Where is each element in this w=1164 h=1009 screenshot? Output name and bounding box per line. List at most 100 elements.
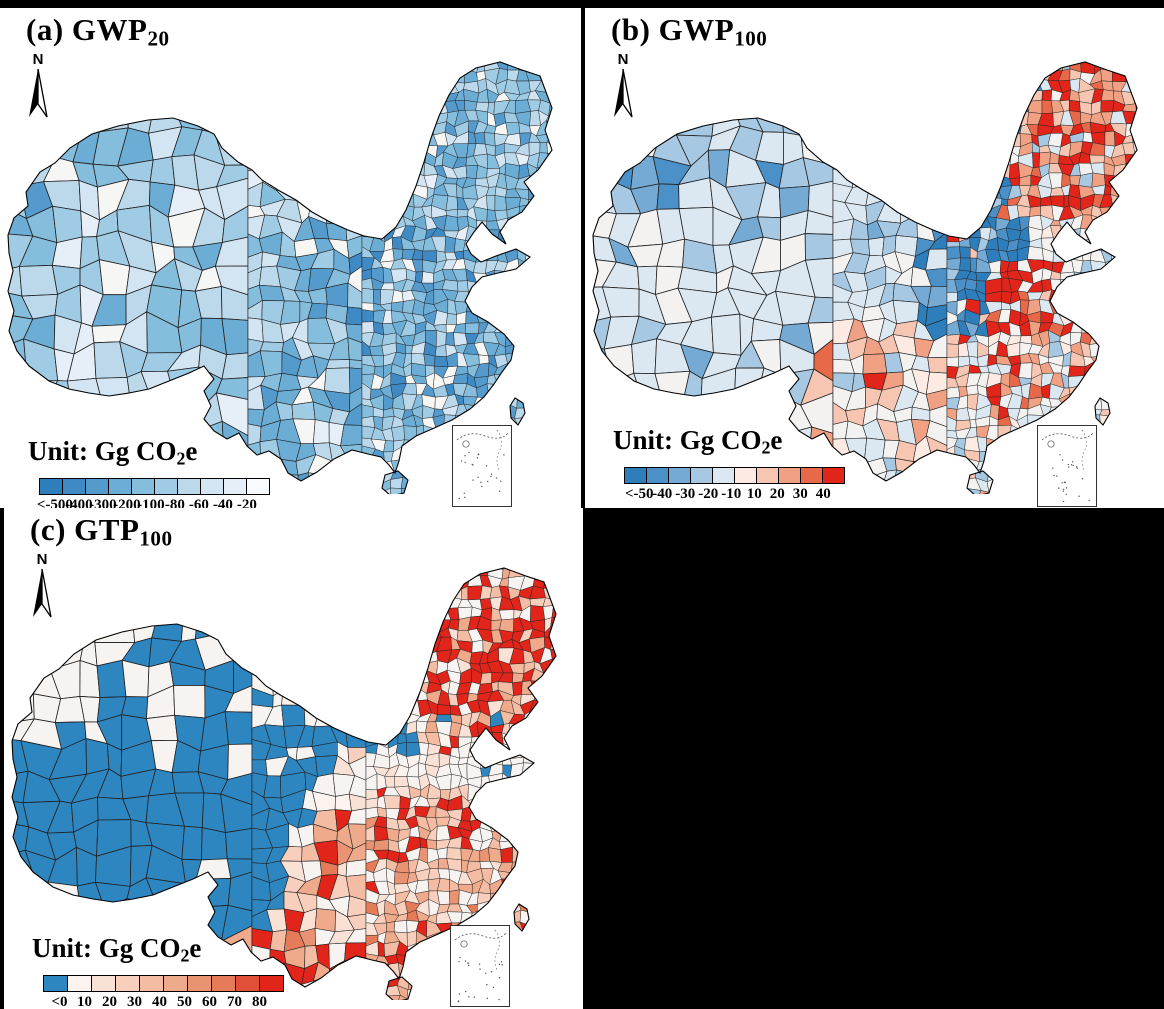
county-cell — [286, 983, 303, 1000]
county-cell — [946, 343, 959, 358]
county-cell — [376, 806, 387, 818]
county-cell — [535, 418, 548, 429]
county-cell — [800, 75, 834, 113]
north-label: N — [36, 551, 48, 568]
county-cell — [1009, 62, 1024, 64]
county-cell — [1072, 279, 1081, 295]
north-arrow-icon — [29, 68, 48, 118]
county-cell — [381, 91, 394, 106]
county-cell — [1112, 372, 1126, 388]
county-cell — [733, 367, 765, 402]
county-cell — [495, 299, 510, 316]
county-cell — [345, 78, 363, 105]
county-cell — [876, 62, 896, 68]
county-cell — [861, 62, 878, 89]
county-cell — [18, 264, 59, 297]
county-cell — [259, 341, 284, 352]
county-cell — [380, 154, 396, 166]
county-cell — [1031, 67, 1042, 82]
county-cell — [1017, 466, 1033, 480]
county-cell — [1017, 457, 1033, 472]
china-outline — [11, 567, 557, 1000]
county-cell — [414, 987, 427, 998]
county-cell — [128, 392, 155, 436]
county-cell — [546, 466, 552, 482]
county-cell — [552, 814, 556, 830]
county-cell — [550, 626, 556, 641]
county-cell — [293, 95, 313, 119]
county-cell — [552, 888, 556, 904]
county-cell — [509, 776, 525, 790]
county-cell — [432, 79, 448, 96]
county-cell — [373, 709, 386, 727]
county-cell — [518, 290, 532, 305]
county-cell — [527, 320, 542, 336]
county-cell — [593, 393, 608, 433]
county-cell — [365, 701, 379, 713]
county-cell — [524, 933, 530, 944]
county-cell — [844, 62, 867, 70]
county-cell — [911, 165, 934, 184]
county-cell — [1133, 489, 1137, 494]
county-cell — [371, 146, 386, 156]
county-cell — [270, 625, 289, 641]
county-cell — [410, 90, 426, 105]
county-cell — [148, 392, 177, 436]
county-cell — [549, 680, 556, 693]
county-cell — [310, 62, 334, 67]
county-cell — [419, 605, 431, 619]
county-cell — [862, 353, 888, 375]
county-cell — [946, 468, 960, 480]
legend-tick: 40 — [815, 486, 831, 503]
county-cell — [500, 846, 513, 863]
county-cell — [1032, 152, 1041, 169]
county-cell — [344, 197, 363, 224]
county-cell — [227, 871, 253, 912]
county-cell — [546, 458, 552, 470]
county-cell — [247, 115, 268, 139]
county-cell — [946, 62, 959, 64]
county-cell — [548, 92, 552, 104]
county-cell — [956, 63, 971, 70]
county-cell — [1113, 363, 1126, 374]
county-cell — [327, 78, 350, 105]
county-cell — [371, 480, 383, 494]
county-cell — [424, 110, 434, 126]
county-cell — [510, 814, 523, 833]
county-cell — [123, 898, 158, 938]
county-cell — [344, 942, 367, 967]
county-cell — [317, 992, 337, 1000]
county-cell — [946, 103, 958, 116]
unit-label-b: Unit: Gg CO2e — [613, 425, 845, 462]
county-cell — [307, 166, 334, 188]
county-cell — [969, 103, 978, 116]
county-cell — [927, 357, 948, 374]
north-label: N — [32, 51, 44, 68]
county-cell — [551, 796, 556, 809]
county-cell — [393, 660, 411, 675]
county-cell — [426, 568, 441, 569]
county-cell — [391, 195, 406, 206]
county-cell — [391, 62, 406, 75]
county-cell — [710, 313, 742, 356]
county-cell — [390, 133, 406, 143]
county-cell — [510, 986, 523, 1000]
county-cell — [800, 102, 834, 136]
county-cell — [519, 986, 536, 996]
county-cell — [1110, 427, 1125, 441]
county-cell — [361, 309, 375, 323]
county-cell — [999, 447, 1013, 461]
county-cell — [530, 290, 540, 305]
county-cell — [373, 683, 391, 696]
county-cell — [536, 367, 550, 376]
panel-a-title: (a) GWP20 — [26, 12, 170, 51]
county-cell — [365, 607, 379, 622]
county-cell — [489, 568, 504, 570]
county-cell — [1131, 218, 1137, 231]
county-cell — [467, 290, 479, 305]
county-cell — [377, 638, 389, 652]
county-cell — [927, 181, 948, 203]
legend-swatch — [139, 975, 164, 993]
county-cell — [548, 50, 559, 59]
county-cell — [849, 150, 867, 167]
